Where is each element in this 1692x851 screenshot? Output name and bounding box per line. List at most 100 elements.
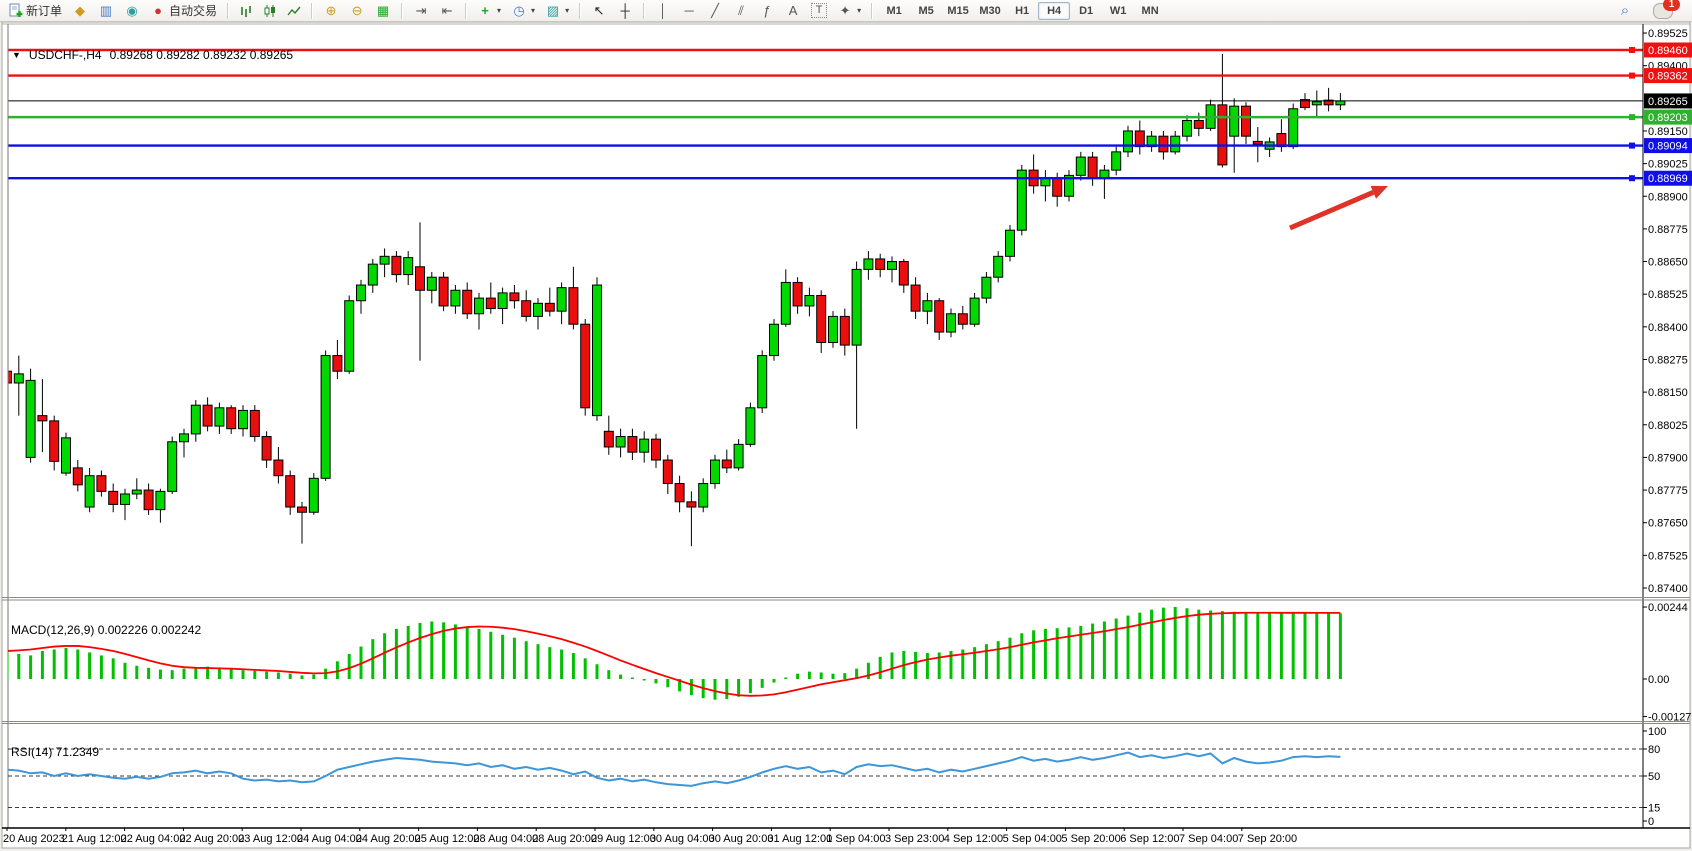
timeframe-button-mn[interactable]: MN — [1141, 4, 1159, 17]
candle-body — [37, 415, 48, 422]
candlestick-chart-icon — [264, 4, 276, 17]
chart-canvas[interactable]: 0.895250.894000.891500.890250.889000.887… — [0, 21, 1692, 851]
periods-button[interactable]: ◷ ▾ — [506, 1, 540, 21]
candle-body — [1193, 120, 1204, 129]
timeframe-button-h1[interactable]: H1 — [1015, 4, 1030, 17]
price-tick-label: 0.87650 — [1648, 518, 1688, 530]
rsi-pane — [8, 751, 1341, 787]
timeframe-button-d1[interactable]: D1 — [1079, 4, 1094, 17]
candle-body — [1229, 105, 1240, 137]
rsi-tick-label: 0 — [1648, 816, 1654, 828]
price-axis[interactable]: 0.895250.894000.891500.890250.889000.887… — [1643, 28, 1692, 595]
price-tick-label: 0.88650 — [1648, 257, 1688, 269]
candle-body — [297, 506, 307, 513]
search-button[interactable]: ⌕ — [1612, 1, 1638, 21]
trendline-button[interactable]: ╱ — [702, 1, 728, 21]
time-tick-label: 4 Sep 12:00 — [944, 833, 1003, 845]
notifications-button[interactable]: 1 — [1648, 0, 1680, 21]
candle-body — [415, 266, 425, 291]
candle-body — [462, 289, 473, 315]
time-tick-label: 25 Aug 12:00 — [415, 833, 480, 845]
horizontal-line-button[interactable]: ─ — [676, 1, 702, 21]
timeframe-button-h4[interactable]: H4 — [1038, 1, 1071, 20]
macd-tick-label: -0.001273 — [1648, 712, 1692, 724]
time-tick-label: 24 Aug 20:00 — [356, 833, 421, 845]
time-tick-label: 21 Aug 12:00 — [62, 833, 127, 845]
zoom-out-button[interactable]: ⊖ — [344, 1, 370, 21]
zoom-in-button[interactable]: ⊕ — [318, 1, 344, 21]
templates-button[interactable]: ▨ ▾ — [540, 1, 574, 21]
search-icon: ⌕ — [1620, 1, 1630, 19]
toolbar-separator — [311, 2, 314, 19]
new-order-button[interactable]: 新订单 — [3, 0, 67, 21]
chevron-down-icon: ▾ — [565, 6, 570, 15]
candle-body — [403, 257, 414, 276]
one-click-trading-toggle[interactable]: ▼ — [12, 50, 21, 60]
price-line-badge-label: 0.89265 — [1648, 96, 1688, 108]
trend-arrow-annotation[interactable] — [1289, 185, 1388, 231]
templates-icon: ▨ — [546, 2, 560, 18]
navigator-button[interactable]: ◉ — [119, 1, 145, 21]
chart-shift-button[interactable]: ⇤ — [434, 1, 460, 21]
line-chart-icon — [287, 6, 301, 15]
cursor-button[interactable]: ↖ — [586, 1, 612, 21]
time-tick-label: 22 Aug 04:00 — [121, 833, 186, 845]
candle-body — [1311, 101, 1322, 106]
candle-body — [792, 281, 803, 307]
candle-body — [875, 258, 886, 270]
line-chart-button[interactable] — [282, 2, 306, 20]
candle-body — [1075, 156, 1086, 176]
indicators-button[interactable]: + ▾ — [472, 1, 506, 21]
price-tick-label: 0.88525 — [1648, 289, 1688, 301]
line-handle[interactable] — [1629, 175, 1635, 182]
candle-body — [497, 292, 508, 310]
macd-indicator-label: MACD(12,26,9) 0.002226 0.002242 — [11, 623, 202, 637]
text-label-button[interactable]: T — [806, 1, 832, 20]
vertical-line-button[interactable]: │ — [650, 1, 676, 21]
candle-body — [651, 438, 661, 461]
candle-body — [1052, 177, 1063, 197]
candle-body — [391, 255, 402, 276]
line-handle[interactable] — [1629, 142, 1635, 149]
profiles-button[interactable]: ◆ — [67, 1, 93, 21]
price-tick-label: 0.88025 — [1648, 420, 1688, 432]
tile-windows-button[interactable]: ▦ — [370, 1, 396, 21]
arrow-shaft — [1289, 190, 1375, 231]
timeframe-button-w1[interactable]: W1 — [1109, 4, 1127, 17]
equidistant-channel-icon: ⫽ — [738, 2, 744, 18]
channel-button[interactable]: ⫽ — [728, 1, 754, 21]
timeframe-button-m5[interactable]: M5 — [918, 4, 934, 17]
timeframe-button-m30[interactable]: M30 — [979, 4, 1001, 17]
market-watch-icon: ▥ — [99, 2, 113, 18]
arrows-button[interactable]: ✦ ▾ — [832, 1, 866, 21]
candle-body — [308, 477, 319, 513]
text-button[interactable]: A — [780, 1, 806, 21]
timeframe-button-m15[interactable]: M15 — [947, 4, 969, 17]
candlestick-chart-button[interactable] — [258, 2, 282, 20]
candle-body — [72, 467, 83, 486]
bar-chart-button[interactable] — [234, 2, 258, 20]
autotrade-button[interactable]: ● 自动交易 — [145, 0, 222, 21]
crosshair-button[interactable]: ┼ — [612, 1, 638, 21]
market-watch-button[interactable]: ▥ — [93, 1, 119, 21]
line-handle[interactable] — [1629, 114, 1635, 121]
timeframe-button-m1[interactable]: M1 — [886, 4, 902, 17]
new-order-label: 新订单 — [26, 4, 63, 18]
candle-body — [710, 459, 720, 485]
auto-scroll-icon: ⇥ — [415, 2, 427, 18]
time-tick-label: 28 Aug 04:00 — [473, 833, 538, 845]
fibonacci-button[interactable]: ƒ — [754, 1, 780, 21]
price-line-badge-label: 0.89362 — [1648, 71, 1688, 83]
auto-scroll-button[interactable]: ⇥ — [408, 1, 434, 21]
chart-window: 0.89525 0.89400 0.89150 0.89025 0.88900 0.887… — [0, 21, 1692, 851]
line-handle[interactable] — [1629, 72, 1635, 79]
candle-body — [1064, 174, 1074, 197]
price-line-badge — [1644, 68, 1692, 84]
arrows-icon: ✦ — [839, 2, 851, 18]
candle-body — [1111, 151, 1122, 171]
line-handle[interactable] — [1629, 47, 1635, 53]
candle-body — [1217, 104, 1228, 166]
price-tick-label: 0.88275 — [1648, 354, 1688, 366]
